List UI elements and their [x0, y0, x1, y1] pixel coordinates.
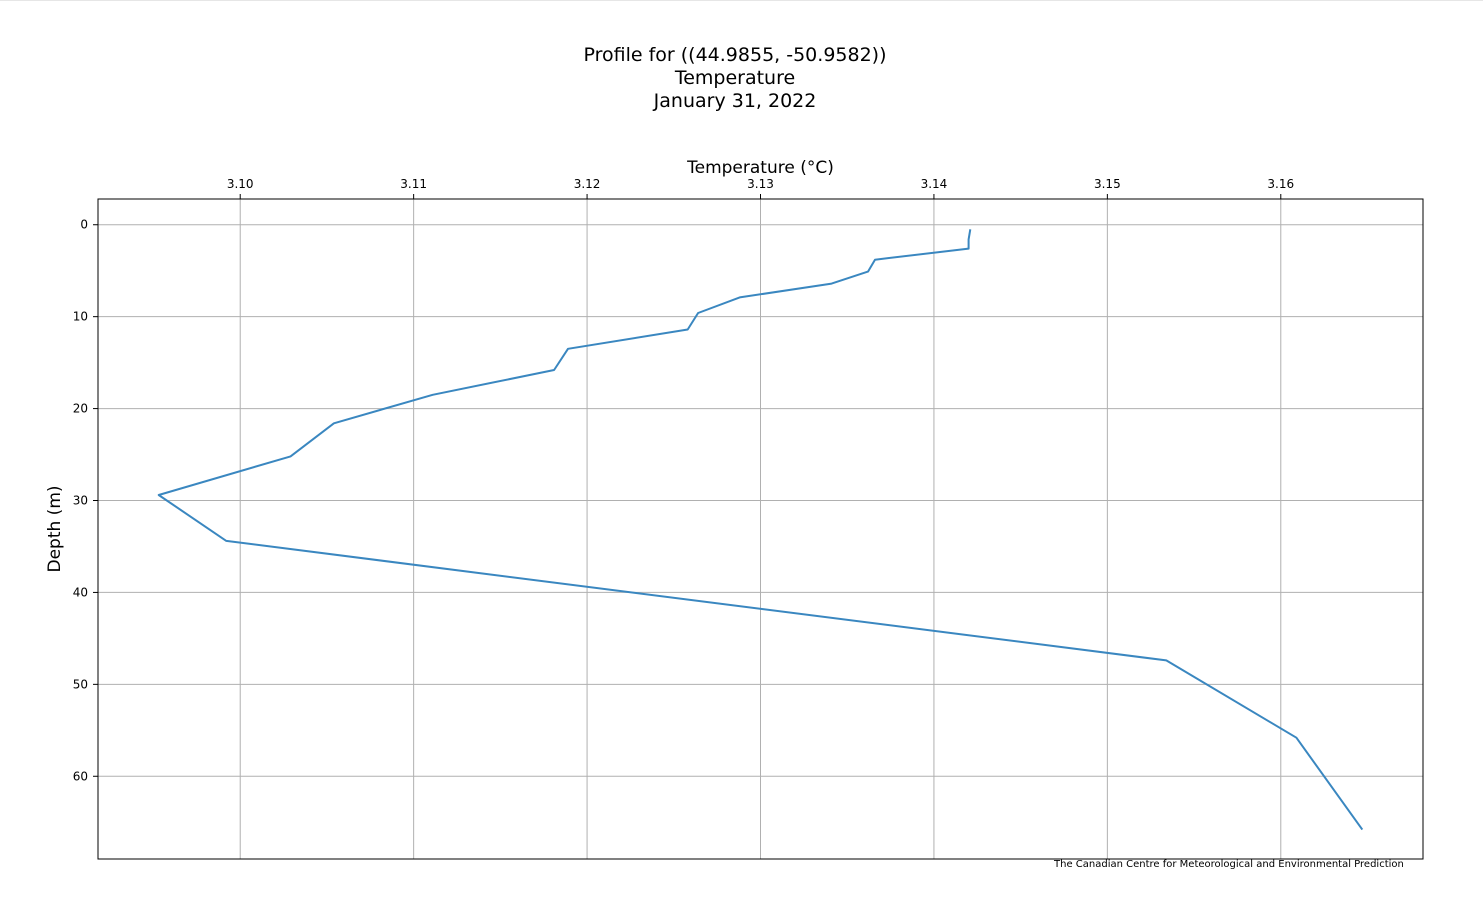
credit-text: The Canadian Centre for Meteorological a… — [1054, 859, 1404, 870]
top-divider — [0, 0, 1483, 1]
series-layer — [157, 229, 1364, 831]
x-tick-label: 3.16 — [1267, 177, 1294, 191]
grid-lines — [98, 199, 1423, 859]
chart-title-line-variable: Temperature — [674, 67, 796, 89]
x-tick-label: 3.11 — [400, 177, 427, 191]
x-axis-ticks: 3.10 3.11 3.12 3.13 3.14 3.15 3.16 — [227, 177, 1294, 199]
y-tick-label: 10 — [73, 310, 88, 324]
x-tick-label: 3.14 — [921, 177, 948, 191]
x-tick-label: 3.10 — [227, 177, 254, 191]
y-axis-ticks: 0 10 20 30 40 50 60 — [73, 218, 98, 783]
chart-title: Profile for ((44.9855, -50.9582)) Temper… — [0, 44, 1470, 113]
y-axis-label: Depth (m) — [45, 485, 65, 572]
y-tick-label: 50 — [73, 677, 88, 691]
y-tick-label: 20 — [73, 402, 88, 416]
chart-title-line-date: January 31, 2022 — [653, 90, 817, 112]
x-tick-label: 3.12 — [574, 177, 601, 191]
x-tick-label: 3.15 — [1094, 177, 1121, 191]
temperature-profile-line — [157, 229, 1364, 831]
chart-title-line-location: Profile for ((44.9855, -50.9582)) — [583, 44, 887, 66]
y-tick-label: 0 — [80, 218, 88, 232]
y-tick-label: 30 — [73, 494, 88, 508]
y-tick-label: 60 — [73, 769, 88, 783]
x-axis-label: Temperature (°C) — [686, 158, 834, 178]
y-tick-label: 40 — [73, 585, 88, 599]
x-tick-label: 3.13 — [747, 177, 774, 191]
